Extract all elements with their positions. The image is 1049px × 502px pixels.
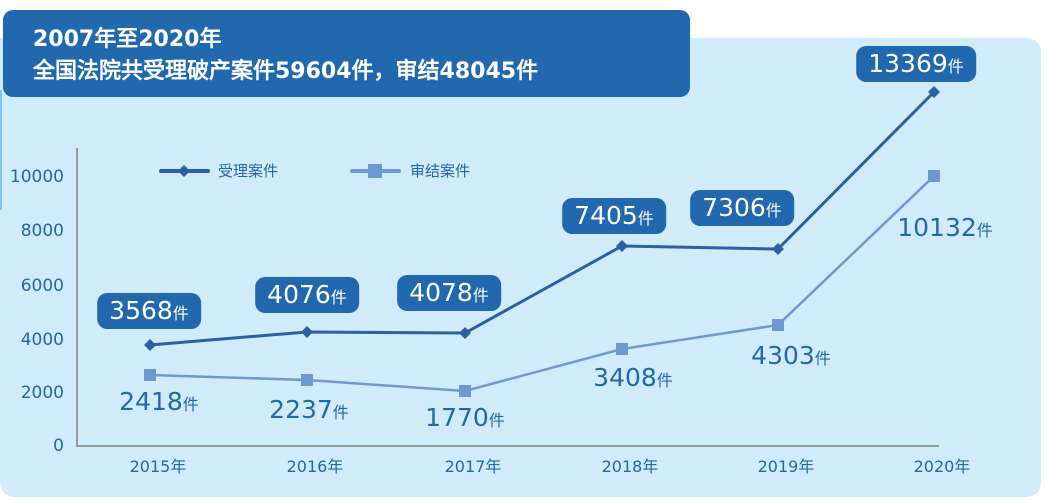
square-marker [301,374,313,386]
chart-panel [0,38,1041,497]
x-tick-label: 2018年 [601,457,659,476]
square-marker [459,385,471,397]
x-tick-label: 2019年 [757,457,815,476]
y-tick-label: 4000 [20,330,64,350]
series-accepted [144,86,940,351]
y-tick-label: 6000 [20,276,64,296]
legend-label-concluded: 审结案件 [410,162,471,180]
diamond-marker [459,327,471,339]
title-line-2: 全国法院共受理破产案件59604件，审结48045件 [33,59,539,84]
left-accent-strip [0,90,2,210]
diamond-marker [144,339,156,351]
legend-concluded-glyph [350,164,401,178]
diamond-marker [772,243,784,255]
value-callout: 4078件 [397,275,501,311]
value-callout: 7306件 [690,190,794,226]
square-marker [616,343,628,355]
y-tick-label: 2000 [20,383,64,403]
value-label: 4303件 [751,341,831,370]
diamond-marker [616,240,628,252]
x-tick-label: 2017年 [444,457,502,476]
series-concluded [144,170,940,397]
value-label: 10132件 [897,213,993,242]
title-box: 2007年至2020年 全国法院共受理破产案件59604件，审结48045件 [3,10,690,97]
diamond-marker [301,326,313,338]
x-tick-label: 2016年 [286,457,344,476]
y-tick-label: 0 [53,436,64,456]
value-label: 1770件 [425,403,505,432]
square-marker [144,369,156,381]
square-marker [928,170,940,182]
value-label: 2237件 [269,395,349,424]
x-tick-label: 2015年 [129,457,187,476]
y-tick-label: 8000 [20,221,64,241]
value-label: 3408件 [593,363,673,392]
value-callout: 4076件 [255,277,359,313]
legend-accepted-glyph [159,165,210,177]
legend-item-concluded: 审结案件 [410,160,470,181]
legend-label-accepted: 受理案件 [218,162,279,180]
value-callout: 7405件 [562,198,666,234]
legend-item-accepted: 受理案件 [218,160,278,181]
square-marker [772,319,784,331]
value-callout: 3568件 [97,293,201,329]
y-tick-label: 10000 [9,167,64,187]
value-label: 2418件 [119,387,199,416]
value-callout: 13369件 [856,46,976,82]
x-tick-label: 2020年 [913,457,971,476]
title-line-1: 2007年至2020年 [33,27,222,52]
diamond-marker [928,86,940,98]
